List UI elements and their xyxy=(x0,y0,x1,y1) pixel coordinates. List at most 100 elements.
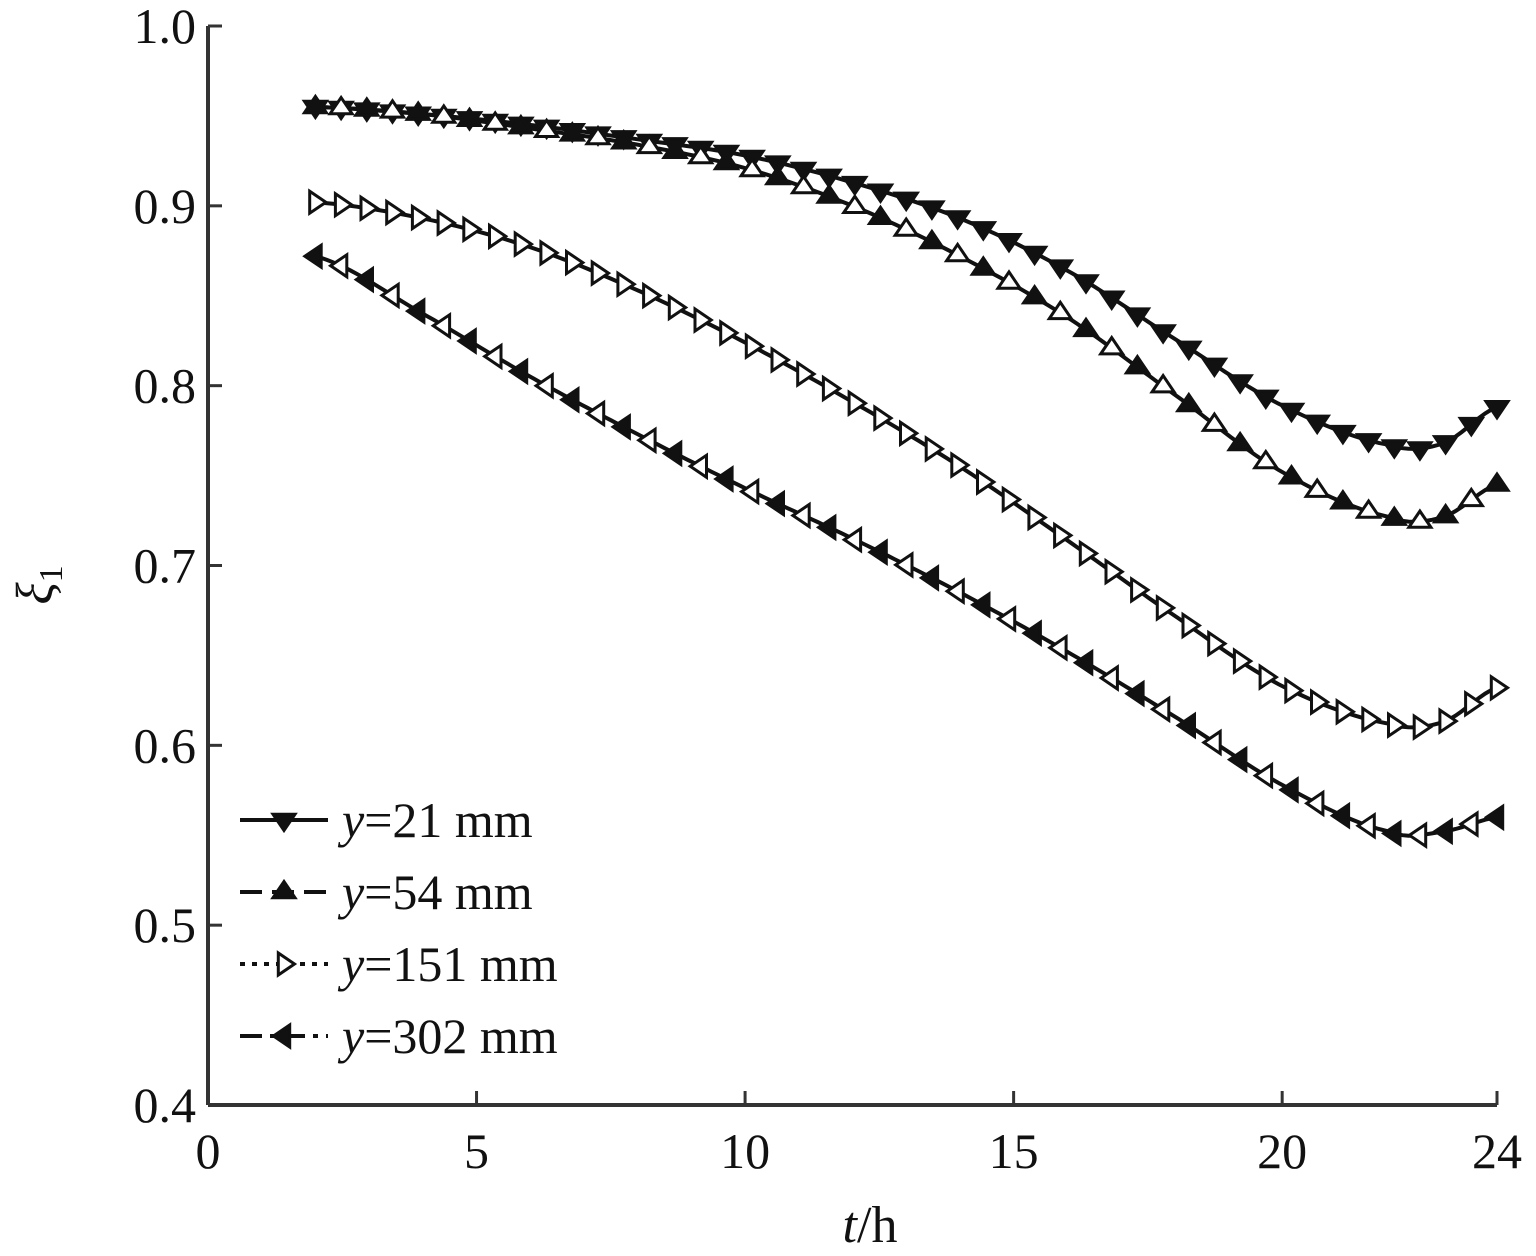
series-marker xyxy=(1438,707,1459,735)
series-marker xyxy=(738,156,766,178)
series-marker xyxy=(995,269,1023,290)
series-line xyxy=(315,104,1498,524)
series-marker xyxy=(1329,424,1357,446)
series-marker xyxy=(1355,811,1376,840)
legend-label-italic: y xyxy=(337,792,365,848)
series-marker xyxy=(333,190,355,219)
series-marker xyxy=(430,311,452,340)
series-marker xyxy=(359,194,380,223)
series-marker xyxy=(1381,819,1402,848)
y-axis-title-subscript: 1 xyxy=(33,565,70,582)
series-3 xyxy=(308,188,1511,741)
series-marker xyxy=(1232,647,1254,675)
legend-label-rest: =302 mm xyxy=(364,1008,558,1064)
legend-marker xyxy=(270,1022,292,1050)
series-marker xyxy=(616,270,637,299)
series-marker xyxy=(943,210,972,231)
y-tick-label: 0.4 xyxy=(134,1077,197,1133)
series-marker xyxy=(1123,353,1152,375)
series-marker xyxy=(899,419,920,448)
series-marker xyxy=(995,233,1023,254)
legend-label-italic: y xyxy=(337,864,365,920)
series-marker xyxy=(352,96,381,117)
series-marker xyxy=(924,435,946,463)
y-tick-label: 1.0 xyxy=(134,0,197,54)
series-marker xyxy=(970,591,991,619)
series-marker xyxy=(1252,761,1274,790)
series-marker xyxy=(558,121,587,142)
series-marker xyxy=(507,113,535,135)
y-tick-label: 0.5 xyxy=(134,897,197,953)
x-tick-label: 15 xyxy=(989,1123,1039,1179)
legend: y=21 mmy=54 mmy=151 mmy=302 mm xyxy=(240,792,558,1064)
series-marker xyxy=(481,110,510,131)
legend-label-rest: =151 mm xyxy=(364,936,558,992)
x-tick-label: 20 xyxy=(1257,1123,1307,1179)
series-marker xyxy=(976,468,997,496)
series-marker xyxy=(950,451,971,479)
series-marker xyxy=(1175,711,1196,740)
y-tick-label: 0.6 xyxy=(134,717,197,773)
series-marker xyxy=(584,124,612,146)
series-marker xyxy=(995,605,1017,633)
series-marker xyxy=(488,222,509,251)
legend-label-italic: y xyxy=(337,1008,365,1064)
series-marker xyxy=(815,183,843,204)
series-marker xyxy=(539,239,560,267)
series-marker xyxy=(1406,821,1428,850)
series-marker xyxy=(565,248,586,277)
y-tick-label: 0.9 xyxy=(134,178,197,234)
series-marker xyxy=(1226,374,1254,395)
series-line xyxy=(315,200,1498,730)
series-line xyxy=(315,104,1498,451)
series-marker xyxy=(1303,414,1332,436)
series-marker xyxy=(1412,713,1434,741)
series-marker xyxy=(841,525,863,554)
series-marker xyxy=(1380,505,1409,526)
series-marker xyxy=(1149,695,1171,724)
series-marker xyxy=(1174,391,1203,413)
legend-label: y=302 mm xyxy=(337,1008,558,1064)
series-marker xyxy=(532,117,561,138)
series-marker xyxy=(1174,340,1203,362)
series-marker xyxy=(892,191,921,213)
series-marker xyxy=(719,319,740,347)
axes-layer: 0.4 0.5 0.6 0.7 0.8 0.9 1.0 0 5 10 15 20 24 xyxy=(134,0,1523,1179)
y-axis-title-symbol: ξ xyxy=(7,582,64,605)
x-axis-title-italic: t xyxy=(843,1197,859,1251)
legend-label-italic: y xyxy=(337,936,365,992)
series-marker xyxy=(1284,676,1305,705)
series-marker xyxy=(1200,411,1229,432)
series-marker xyxy=(763,164,792,186)
series-marker xyxy=(385,198,406,227)
series-marker xyxy=(1123,307,1152,328)
series-marker xyxy=(533,371,554,400)
series-marker xyxy=(379,281,400,310)
series-marker xyxy=(1489,673,1511,702)
legend-label: y=54 mm xyxy=(337,864,533,920)
legend-marker xyxy=(270,812,298,834)
legend-item-2: y=54 mm xyxy=(240,864,533,920)
series-marker xyxy=(1464,689,1485,718)
series-marker xyxy=(815,513,837,542)
series-marker xyxy=(1303,477,1332,498)
series-marker xyxy=(1104,557,1125,586)
series-marker xyxy=(1072,274,1100,295)
series-marker xyxy=(1046,259,1075,280)
series-marker xyxy=(713,465,734,493)
series-marker xyxy=(1097,334,1126,356)
series-2 xyxy=(301,93,1511,529)
series-marker xyxy=(1001,485,1023,514)
series-marker xyxy=(1354,433,1383,454)
series-marker xyxy=(590,259,612,287)
series-marker xyxy=(1149,372,1177,394)
series-marker xyxy=(1201,728,1222,757)
series-marker xyxy=(943,241,972,263)
x-axis-title-rest: /h xyxy=(857,1197,897,1251)
series-marker xyxy=(1130,576,1151,604)
series-marker xyxy=(969,221,998,242)
series-marker xyxy=(1124,679,1145,708)
series-marker xyxy=(918,564,940,592)
series-marker xyxy=(404,100,433,121)
series-marker xyxy=(1027,503,1048,532)
